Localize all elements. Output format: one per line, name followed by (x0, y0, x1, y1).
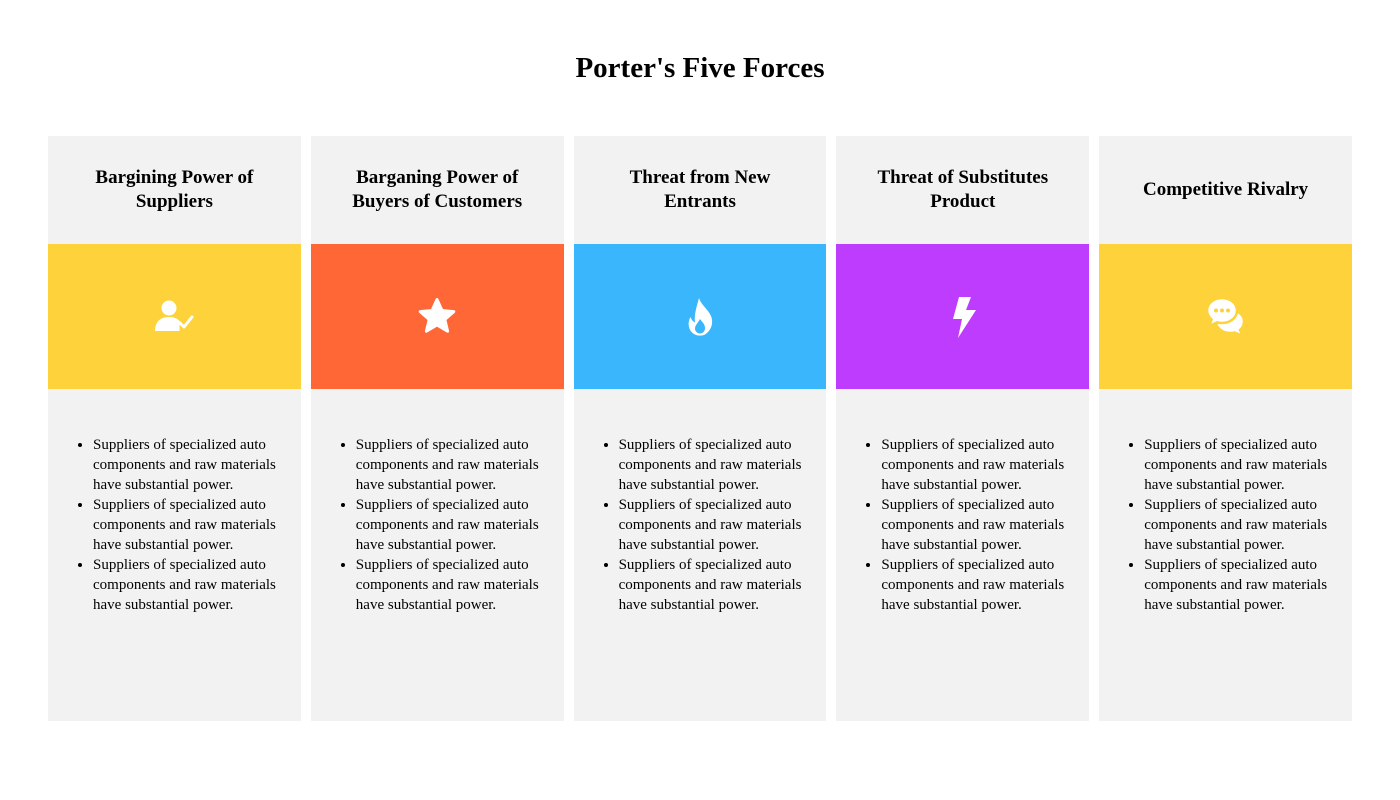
bullet-item: Suppliers of specialized auto components… (1144, 435, 1328, 495)
card-header: Competitive Rivalry (1099, 136, 1352, 244)
bullet-item: Suppliers of specialized auto components… (93, 495, 277, 555)
card-header: Threat of Substitutes Product (836, 136, 1089, 244)
bullet-item: Suppliers of specialized auto components… (356, 435, 540, 495)
bullet-list: Suppliers of specialized auto components… (863, 435, 1065, 615)
bullet-item: Suppliers of specialized auto components… (356, 495, 540, 555)
bullet-item: Suppliers of specialized auto components… (93, 435, 277, 495)
bullet-list: Suppliers of specialized auto components… (1126, 435, 1328, 615)
bullet-item: Suppliers of specialized auto components… (93, 555, 277, 615)
card-body: Suppliers of specialized auto components… (1099, 389, 1352, 721)
lightning-bolt-icon (952, 296, 976, 338)
user-check-icon (155, 300, 194, 331)
card-body: Suppliers of specialized auto components… (574, 389, 827, 721)
bullet-list: Suppliers of specialized auto components… (75, 435, 277, 615)
card-color-band (573, 244, 827, 389)
star-icon (418, 297, 456, 333)
bullet-item: Suppliers of specialized auto components… (881, 495, 1065, 555)
bullet-item: Suppliers of specialized auto components… (619, 495, 803, 555)
force-card-rivalry: Competitive Rivalry Suppliers of special… (1099, 136, 1352, 721)
bullet-item: Suppliers of specialized auto components… (881, 555, 1065, 615)
force-card-buyers: Barganing Power of Buyers of Customers S… (310, 136, 564, 721)
fire-icon (688, 297, 713, 336)
force-card-new-entrants: Threat from New Entrants Suppliers of sp… (573, 136, 827, 721)
bullet-list: Suppliers of specialized auto components… (601, 435, 803, 615)
five-forces-cards: Bargining Power of Suppliers Suppliers o… (48, 136, 1352, 721)
bullet-item: Suppliers of specialized auto components… (619, 555, 803, 615)
force-card-substitutes: Threat of Substitutes Product Suppliers … (836, 136, 1090, 721)
chat-bubbles-icon (1205, 296, 1245, 338)
page-title: Porter's Five Forces (575, 52, 825, 84)
card-body: Suppliers of specialized auto components… (48, 389, 301, 721)
bullet-item: Suppliers of specialized auto components… (1144, 555, 1328, 615)
card-color-band (48, 244, 301, 389)
card-header: Bargining Power of Suppliers (48, 136, 301, 244)
bullet-item: Suppliers of specialized auto components… (356, 555, 540, 615)
bullet-item: Suppliers of specialized auto components… (619, 435, 803, 495)
force-card-suppliers: Bargining Power of Suppliers Suppliers o… (48, 136, 301, 721)
card-title: Threat of Substitutes Product (877, 167, 1049, 212)
bullet-item: Suppliers of specialized auto components… (881, 435, 1065, 495)
card-title: Competitive Rivalry (1143, 179, 1309, 200)
card-title: Threat from New Entrants (629, 167, 771, 212)
card-title: Barganing Power of Buyers of Customers (352, 167, 523, 212)
card-title: Bargining Power of Suppliers (95, 167, 254, 212)
card-header: Threat from New Entrants (574, 136, 827, 244)
bullet-list: Suppliers of specialized auto components… (338, 435, 540, 615)
card-header: Barganing Power of Buyers of Customers (311, 136, 564, 244)
card-color-band (1099, 244, 1352, 389)
bullet-item: Suppliers of specialized auto components… (1144, 495, 1328, 555)
card-body: Suppliers of specialized auto components… (836, 389, 1089, 721)
card-body: Suppliers of specialized auto components… (311, 389, 564, 721)
card-color-band (836, 244, 1090, 389)
card-color-band (310, 244, 564, 389)
